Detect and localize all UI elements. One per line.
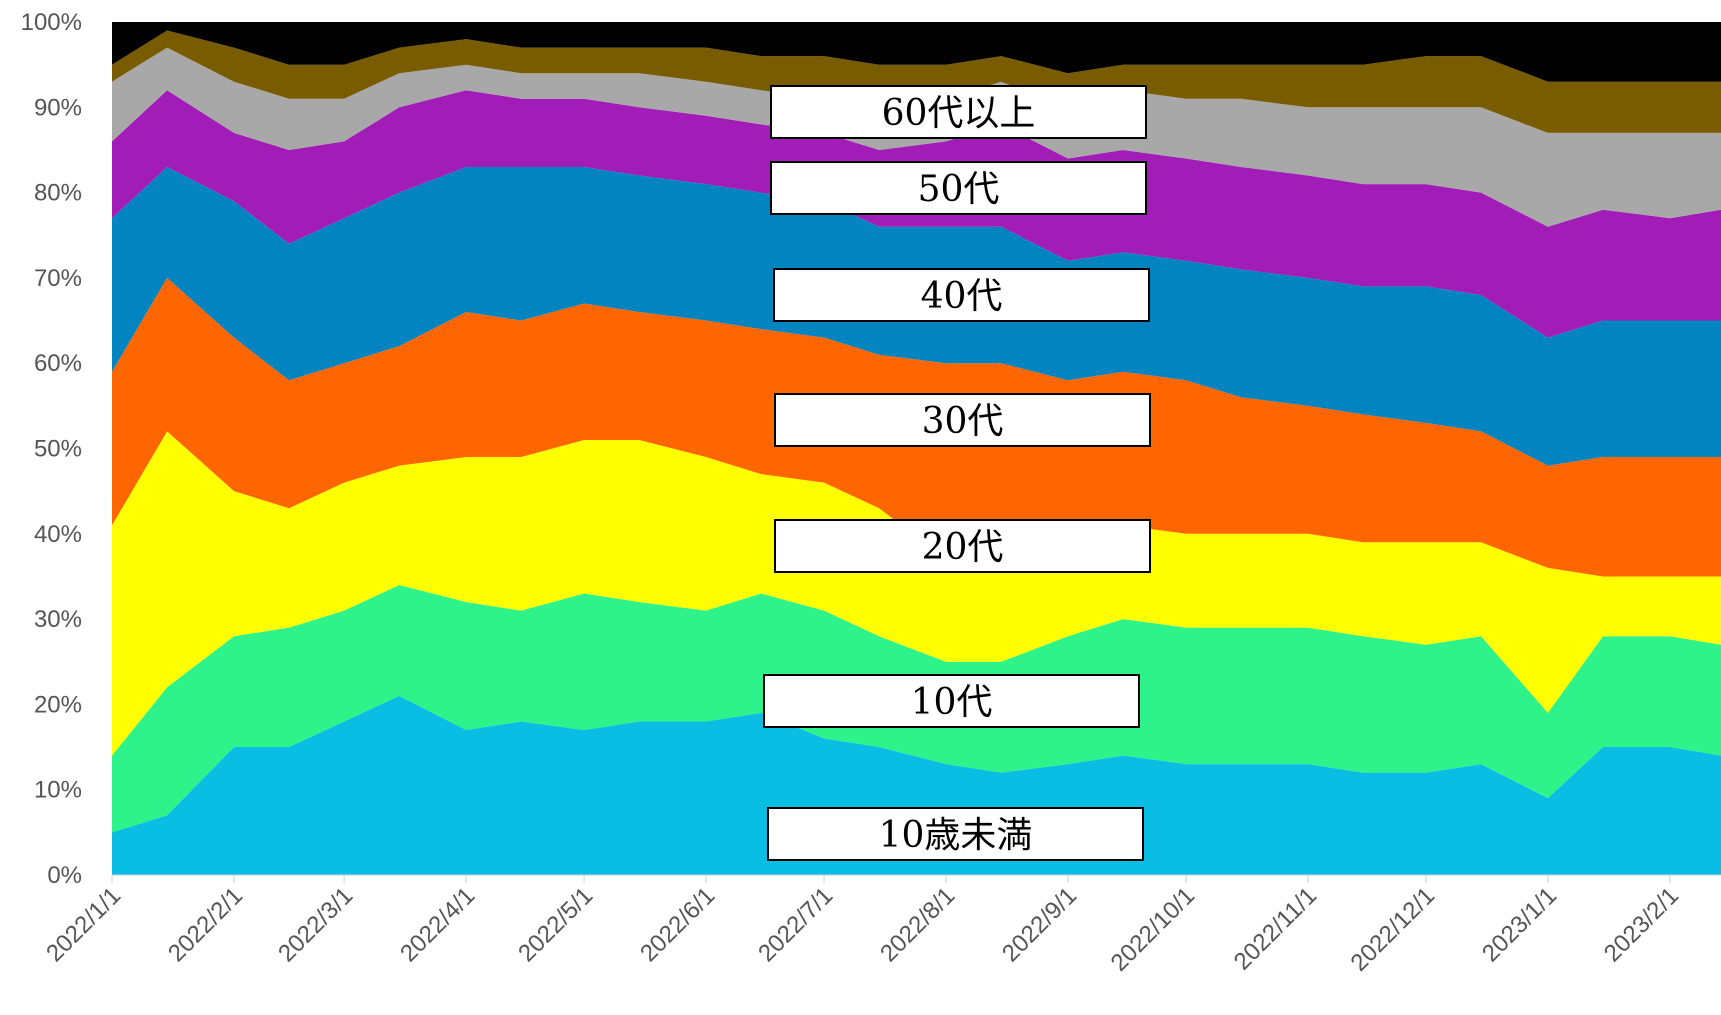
- band-label-box: [770, 85, 1147, 139]
- band-labels: 60代以上 50代 40代 30代 20代 10代 10歳未満: [763, 85, 1151, 861]
- x-tick-label: 2022/6/1: [635, 882, 720, 967]
- y-tick-label: 60%: [34, 350, 82, 377]
- y-tick-label: 100%: [21, 9, 82, 36]
- y-tick-label: 10%: [34, 777, 82, 804]
- x-tick-label: 2022/12/1: [1346, 882, 1441, 977]
- y-tick-label: 70%: [34, 265, 82, 292]
- band-label-text: 20代: [922, 527, 1004, 568]
- band-label-box: [774, 393, 1151, 447]
- x-tick-label: 2023/1/1: [1477, 882, 1562, 967]
- band-label-text: 10代: [911, 682, 993, 723]
- x-tick-label: 2022/7/1: [753, 882, 838, 967]
- area-band-3: [112, 431, 1721, 756]
- area-band-1: [112, 695, 1721, 875]
- x-tick-label: 2022/8/1: [875, 882, 960, 967]
- x-axis: 2022/1/1 2022/2/1 2022/3/1 2022/4/1 2022/5/1…: [41, 874, 1721, 977]
- band-label-text: 40代: [921, 276, 1003, 317]
- y-tick-label: 0%: [47, 862, 82, 889]
- x-tick-label: 2022/1/1: [41, 882, 126, 967]
- band-label-box: [763, 674, 1140, 728]
- y-tick-label: 50%: [34, 436, 82, 463]
- y-tick-label: 20%: [34, 691, 82, 718]
- area-band-8: [112, 30, 1721, 133]
- band-label-box: [774, 519, 1151, 573]
- area-band-9: [112, 22, 1721, 82]
- x-tick-label: 2022/11/1: [1229, 882, 1322, 975]
- x-tick-label: 2023/2/1: [1599, 882, 1684, 967]
- x-tick-label: 2022/3/1: [273, 882, 358, 967]
- band-label-box: [767, 807, 1144, 861]
- band-label-text: 30代: [922, 401, 1004, 442]
- x-tick-label: 2022/5/1: [513, 882, 598, 967]
- x-tick-label: 2022/9/1: [997, 882, 1082, 967]
- y-tick-label: 80%: [34, 180, 82, 207]
- band-label-text: 50代: [918, 169, 1000, 210]
- band-label-text: 10歳未満: [879, 815, 1033, 856]
- band-label-box: [773, 268, 1150, 322]
- y-tick-label: 90%: [34, 94, 82, 121]
- y-tick-label: 40%: [34, 521, 82, 548]
- area-bands: [112, 22, 1721, 875]
- band-label-box: [770, 161, 1147, 215]
- x-tick-label: 2022/4/1: [395, 882, 480, 967]
- x-tick-label: 2022/2/1: [163, 882, 248, 967]
- band-label-text: 60代以上: [882, 93, 1036, 134]
- y-tick-label: 30%: [34, 606, 82, 633]
- x-tick-label: 2022/10/1: [1106, 882, 1201, 977]
- y-axis: 0% 10% 20% 30% 40% 50% 60% 70% 80% 90% 100%: [21, 9, 82, 889]
